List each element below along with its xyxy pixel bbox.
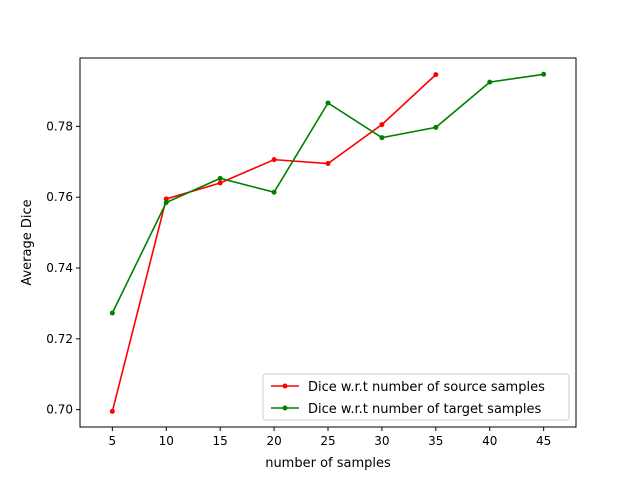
x-axis-label: number of samples [265, 456, 391, 471]
y-axis-label: Average Dice [20, 199, 35, 285]
x-tick-label: 5 [109, 434, 117, 448]
y-tick-label: 0.76 [46, 190, 73, 204]
data-point [109, 310, 115, 316]
y-tick-label: 0.74 [46, 261, 73, 275]
data-point [325, 100, 331, 106]
x-tick-label: 45 [536, 434, 551, 448]
data-point [379, 122, 385, 128]
data-point [163, 199, 169, 205]
legend-label: Dice w.r.t number of source samples [308, 380, 545, 395]
x-tick-label: 25 [320, 434, 335, 448]
y-tick-label: 0.78 [46, 119, 73, 133]
legend-box [262, 373, 570, 421]
legend: Dice w.r.t number of source samples Dice … [262, 373, 570, 421]
x-tick-label: 40 [482, 434, 497, 448]
x-axis-ticks: 5 10 15 20 25 30 35 40 45 [109, 427, 551, 448]
data-point [433, 72, 439, 78]
x-tick-label: 10 [159, 434, 174, 448]
legend-marker [282, 405, 288, 411]
data-point [541, 71, 547, 77]
data-point [109, 408, 115, 414]
data-point [487, 79, 493, 85]
data-point [433, 124, 439, 130]
x-tick-label: 35 [428, 434, 443, 448]
data-point [325, 161, 331, 167]
data-point [217, 180, 223, 186]
legend-marker [282, 383, 288, 389]
data-point [163, 196, 169, 202]
x-tick-label: 30 [374, 434, 389, 448]
data-point [271, 189, 277, 195]
data-point [271, 157, 277, 163]
legend-label: Dice w.r.t number of target samples [308, 402, 541, 417]
x-tick-label: 15 [213, 434, 228, 448]
series-layer [109, 71, 547, 414]
x-tick-label: 20 [266, 434, 281, 448]
y-tick-label: 0.70 [46, 403, 73, 417]
plot-area [79, 57, 577, 428]
y-tick-label: 0.72 [46, 332, 73, 346]
data-point [217, 175, 223, 181]
data-point [379, 135, 385, 141]
y-axis-ticks: 0.70 0.72 0.74 0.76 0.78 [46, 119, 80, 417]
